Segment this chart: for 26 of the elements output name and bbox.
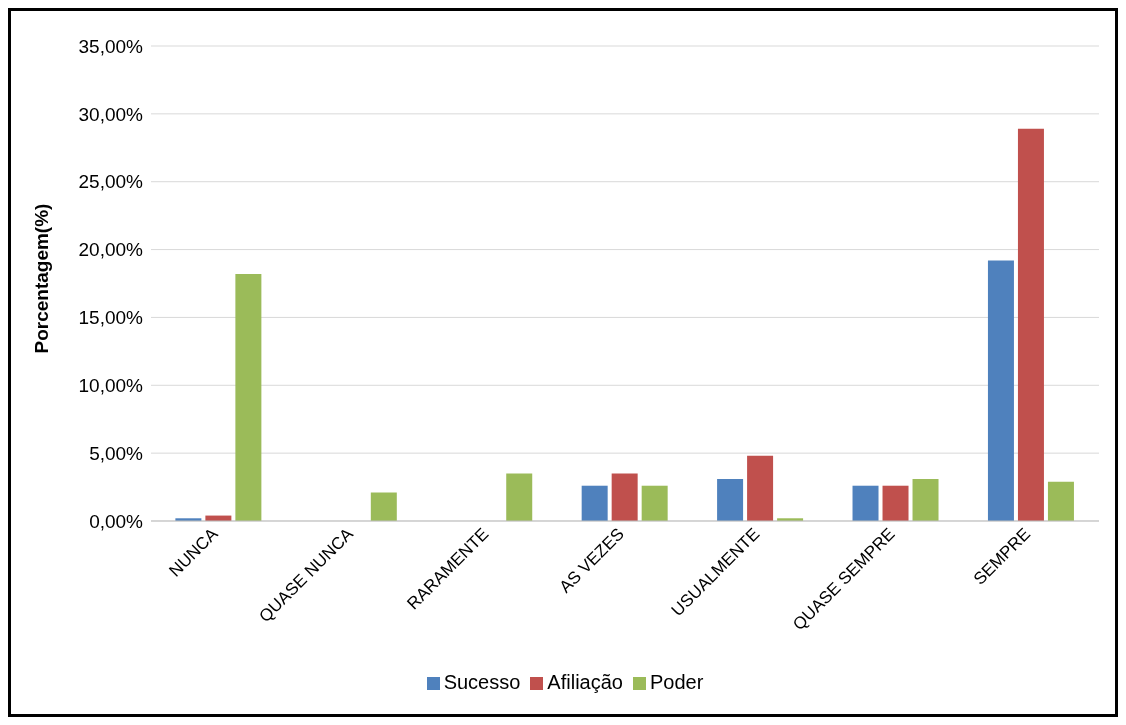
legend-label: Sucesso xyxy=(443,671,521,693)
y-tick-label: 0,00% xyxy=(89,510,144,532)
legend-label: Poder xyxy=(649,671,704,693)
bar xyxy=(506,473,533,521)
bar xyxy=(1017,128,1044,521)
bar xyxy=(581,485,608,521)
legend-label: Afiliação xyxy=(547,671,623,693)
bar xyxy=(717,478,744,521)
y-tick-label: 25,00% xyxy=(78,171,144,193)
y-tick-label: 30,00% xyxy=(78,103,144,125)
y-tick-label: 35,00% xyxy=(78,35,144,57)
bar xyxy=(882,485,909,521)
bar xyxy=(987,260,1014,521)
y-tick-label: 5,00% xyxy=(89,442,144,464)
bar xyxy=(852,485,879,521)
bar xyxy=(1047,481,1074,521)
y-axis-title: Porcentagem(%) xyxy=(30,203,52,354)
y-tick-label: 10,00% xyxy=(78,375,144,397)
bar xyxy=(912,478,939,521)
bar xyxy=(611,473,638,521)
bar xyxy=(641,485,668,521)
bar xyxy=(235,274,262,521)
bar xyxy=(747,455,774,521)
y-tick-label: 20,00% xyxy=(78,239,144,261)
bar xyxy=(370,492,397,521)
y-tick-label: 15,00% xyxy=(78,307,144,329)
